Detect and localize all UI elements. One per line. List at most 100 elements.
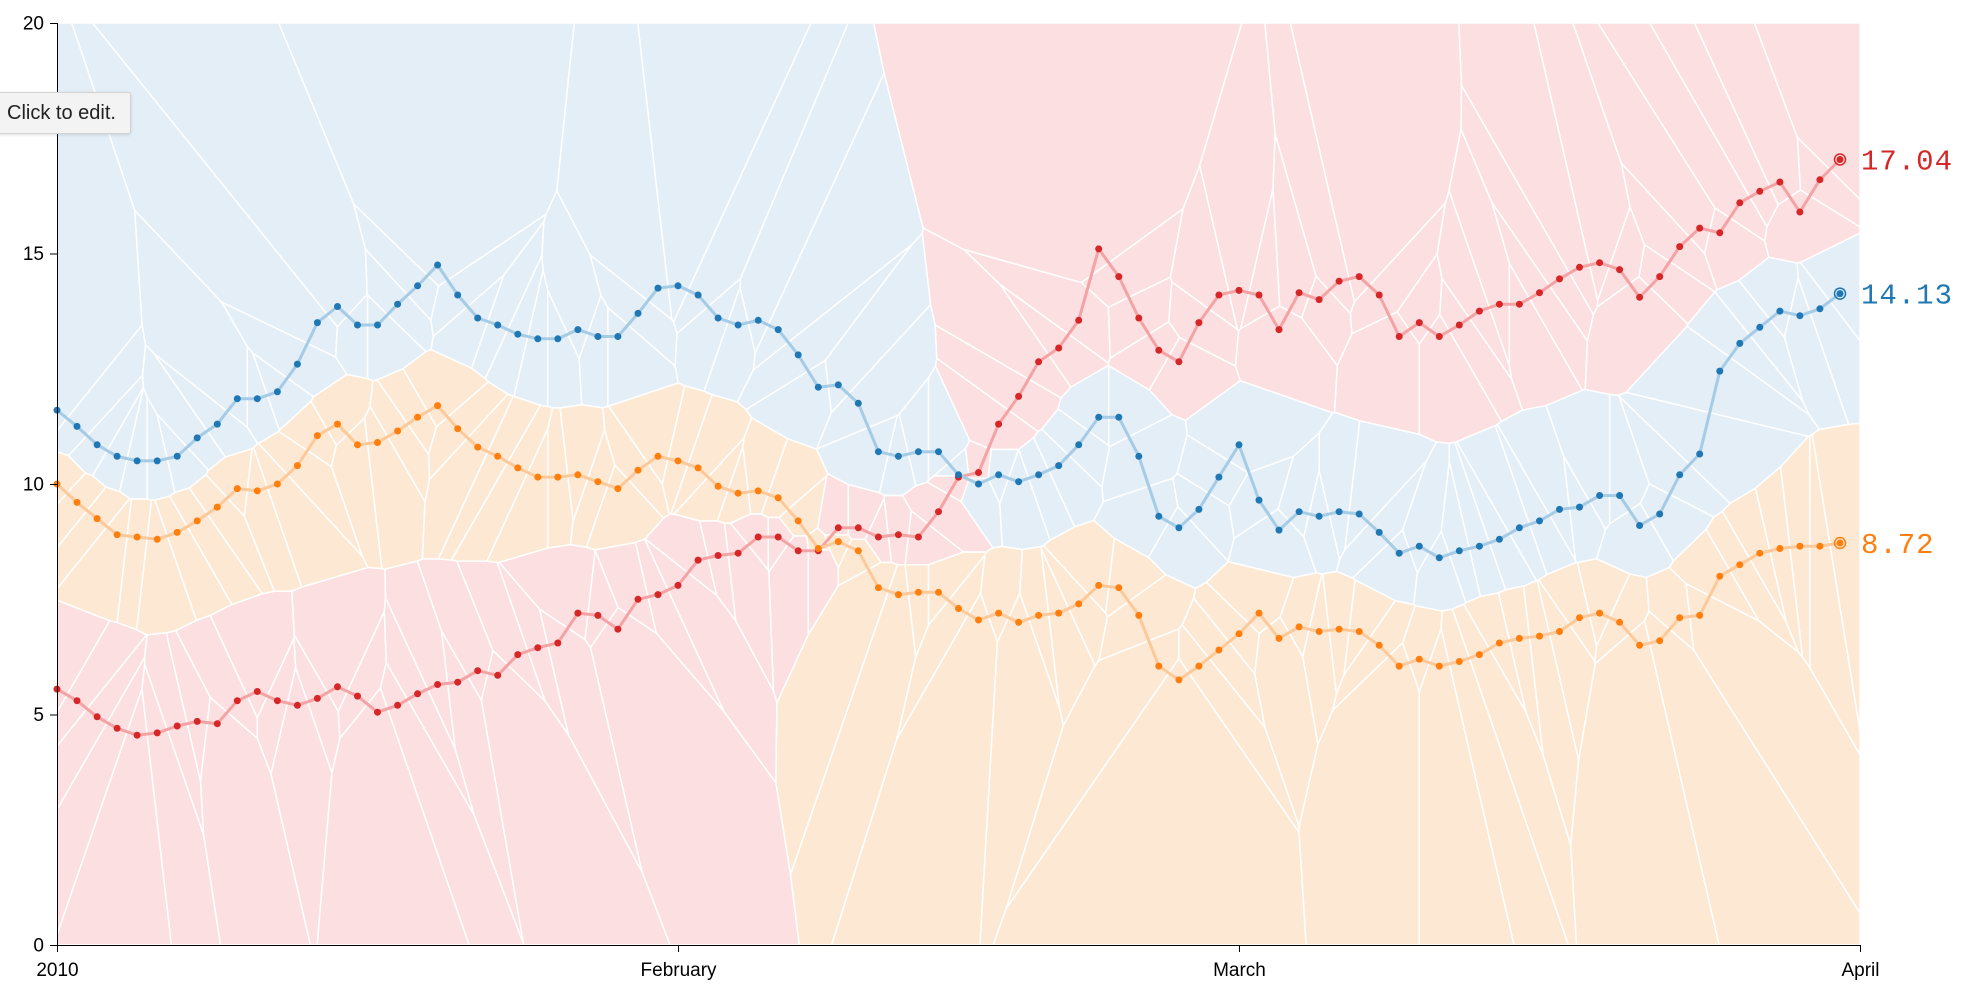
data-point[interactable] — [474, 443, 482, 451]
data-point[interactable] — [1676, 243, 1684, 251]
data-point[interactable] — [1756, 323, 1764, 331]
data-point[interactable] — [113, 724, 121, 732]
data-point[interactable] — [1716, 572, 1724, 580]
data-point[interactable] — [1656, 273, 1664, 281]
data-point[interactable] — [1736, 199, 1744, 207]
data-point[interactable] — [193, 717, 201, 725]
data-point[interactable] — [694, 464, 702, 472]
data-point[interactable] — [213, 503, 221, 511]
data-point[interactable] — [914, 533, 922, 541]
data-point[interactable] — [1015, 392, 1023, 400]
data-point[interactable] — [474, 314, 482, 322]
data-point[interactable] — [494, 671, 502, 679]
data-point[interactable] — [834, 524, 842, 532]
data-point[interactable] — [534, 644, 542, 652]
data-point[interactable] — [1455, 547, 1463, 555]
data-point[interactable] — [73, 498, 81, 506]
data-point[interactable] — [1255, 291, 1263, 299]
data-point[interactable] — [874, 448, 882, 456]
data-point[interactable] — [614, 485, 622, 493]
data-point[interactable] — [534, 335, 542, 343]
data-point[interactable] — [273, 480, 281, 488]
data-point[interactable] — [273, 697, 281, 705]
data-point[interactable] — [173, 452, 181, 460]
data-point[interactable] — [975, 469, 982, 476]
data-point[interactable] — [113, 452, 121, 460]
data-point[interactable] — [133, 533, 141, 541]
data-point[interactable] — [1335, 277, 1343, 285]
data-point[interactable] — [1015, 618, 1023, 626]
data-point[interactable] — [1556, 275, 1563, 283]
data-point[interactable] — [594, 611, 602, 619]
data-point[interactable] — [774, 326, 782, 334]
data-point[interactable] — [1616, 492, 1624, 499]
data-point[interactable] — [694, 556, 702, 564]
data-point[interactable] — [1696, 450, 1704, 458]
data-point[interactable] — [1395, 333, 1403, 340]
data-point[interactable] — [714, 482, 722, 490]
data-point[interactable] — [634, 466, 642, 474]
data-point[interactable] — [1636, 522, 1644, 529]
data-point[interactable] — [1776, 307, 1784, 315]
data-point[interactable] — [1115, 413, 1123, 421]
data-point[interactable] — [1495, 535, 1503, 543]
data-point[interactable] — [1656, 510, 1664, 518]
data-point[interactable] — [794, 547, 802, 555]
data-point[interactable] — [374, 321, 381, 329]
data-point[interactable] — [1015, 478, 1023, 486]
data-point[interactable] — [794, 351, 802, 359]
data-point[interactable] — [874, 584, 882, 592]
data-point[interactable] — [213, 420, 221, 428]
data-point[interactable] — [313, 432, 321, 440]
data-point[interactable] — [1315, 296, 1323, 304]
data-point[interactable] — [1495, 639, 1503, 647]
data-point[interactable] — [1495, 300, 1503, 308]
data-point[interactable] — [1135, 314, 1143, 322]
data-point[interactable] — [414, 413, 422, 421]
data-point[interactable] — [1796, 542, 1804, 550]
data-point[interactable] — [293, 360, 301, 368]
data-point[interactable] — [213, 720, 221, 728]
data-point[interactable] — [1836, 539, 1844, 547]
data-point[interactable] — [1796, 208, 1804, 216]
data-point[interactable] — [694, 291, 702, 299]
data-point[interactable] — [1335, 508, 1343, 516]
data-point[interactable] — [674, 581, 682, 589]
data-point[interactable] — [1415, 655, 1423, 663]
data-point[interactable] — [1596, 492, 1604, 499]
data-point[interactable] — [935, 508, 942, 516]
data-point[interactable] — [153, 457, 161, 465]
data-point[interactable] — [1415, 542, 1423, 550]
data-point[interactable] — [935, 448, 942, 456]
data-point[interactable] — [1536, 517, 1543, 525]
data-point[interactable] — [814, 383, 822, 391]
data-point[interactable] — [734, 321, 742, 329]
data-point[interactable] — [1576, 503, 1583, 511]
data-point[interactable] — [1375, 291, 1383, 299]
data-point[interactable] — [1756, 549, 1764, 557]
data-point[interactable] — [1435, 554, 1443, 562]
data-point[interactable] — [233, 485, 241, 493]
data-point[interactable] — [1075, 441, 1083, 449]
data-point[interactable] — [975, 616, 982, 624]
data-point[interactable] — [434, 681, 442, 688]
data-point[interactable] — [394, 427, 402, 435]
data-point[interactable] — [534, 473, 542, 481]
data-point[interactable] — [1315, 512, 1323, 520]
data-point[interactable] — [1435, 662, 1443, 670]
data-point[interactable] — [1075, 316, 1083, 324]
data-point[interactable] — [854, 399, 862, 407]
data-point[interactable] — [334, 683, 341, 691]
data-point[interactable] — [253, 487, 261, 495]
data-point[interactable] — [1235, 286, 1243, 294]
data-point[interactable] — [454, 425, 462, 433]
data-point[interactable] — [834, 381, 842, 389]
data-point[interactable] — [454, 291, 462, 299]
data-point[interactable] — [754, 533, 762, 541]
data-point[interactable] — [834, 538, 842, 546]
data-point[interactable] — [93, 441, 101, 449]
data-point[interactable] — [1155, 512, 1163, 520]
data-point[interactable] — [554, 639, 562, 647]
data-point[interactable] — [1596, 259, 1604, 267]
data-point[interactable] — [674, 282, 682, 290]
